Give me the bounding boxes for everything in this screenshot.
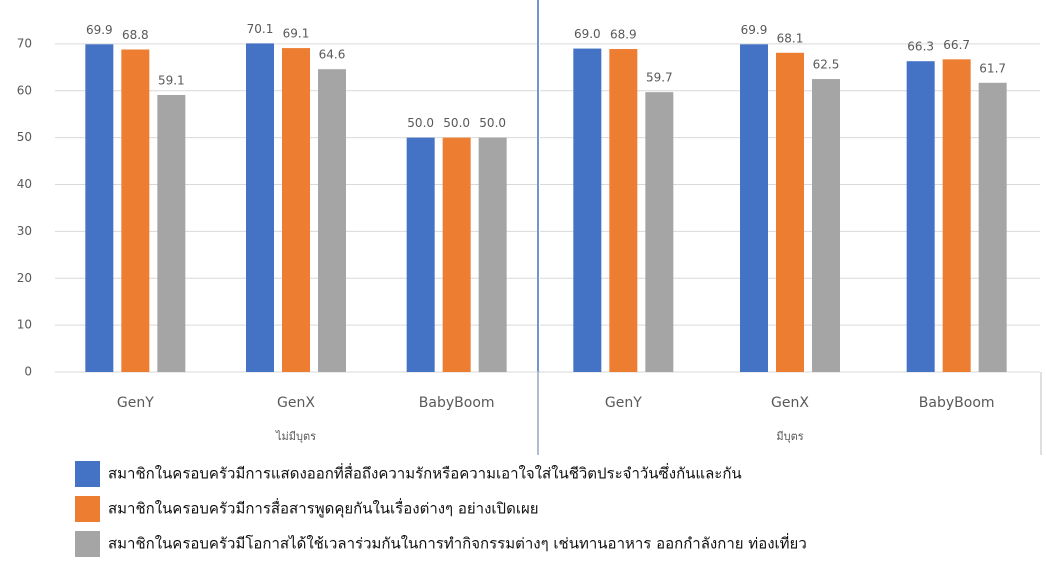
data-label: 50.0	[407, 116, 434, 130]
data-label: 59.7	[646, 71, 673, 85]
data-label: 68.9	[610, 28, 637, 42]
bar	[942, 59, 971, 372]
y-tick-label: 50	[17, 130, 32, 144]
data-label: 66.7	[943, 38, 970, 52]
legend-swatch	[75, 531, 100, 557]
bar	[812, 79, 840, 372]
y-tick-label: 70	[17, 36, 32, 50]
y-tick-label: 60	[17, 83, 32, 97]
data-label: 61.7	[979, 61, 1006, 75]
y-tick-label: 30	[17, 224, 32, 238]
bar	[282, 48, 310, 372]
data-label: 62.5	[813, 58, 840, 72]
x-tick-label: BabyBoom	[419, 395, 495, 411]
group-label: มีบุตร	[776, 430, 803, 443]
group-label: ไม่มีบุตร	[275, 430, 316, 443]
x-tick-label: GenX	[277, 395, 315, 411]
y-tick-label: 10	[17, 318, 32, 332]
legend-swatch	[75, 461, 100, 487]
data-label: 59.1	[158, 73, 185, 87]
y-tick-label: 0	[24, 365, 32, 379]
data-label: 64.6	[319, 48, 346, 62]
bar	[246, 43, 274, 372]
bar	[478, 137, 507, 372]
data-label: 50.0	[479, 116, 506, 130]
legend-swatch	[75, 496, 100, 522]
bar	[442, 137, 471, 372]
data-label: 69.9	[741, 23, 768, 37]
bar	[645, 92, 674, 372]
bar	[906, 61, 935, 372]
y-tick-label: 20	[17, 271, 32, 285]
bar	[609, 49, 638, 372]
data-label: 69.9	[86, 23, 113, 37]
legend-label: สมาชิกในครอบครัวมีโอกาสได้ใช้เวลาร่วมกัน…	[108, 533, 807, 553]
bar	[978, 82, 1007, 372]
x-tick-label: GenY	[117, 395, 154, 411]
x-tick-label: BabyBoom	[919, 395, 995, 411]
data-label: 69.0	[574, 27, 601, 41]
data-label: 70.1	[247, 22, 274, 36]
bar	[406, 137, 435, 372]
bar	[121, 49, 150, 372]
data-label: 69.1	[283, 27, 310, 41]
data-label: 68.1	[777, 31, 804, 45]
y-tick-label: 40	[17, 177, 32, 191]
bar	[318, 69, 346, 372]
bar	[85, 44, 114, 372]
bar	[776, 52, 804, 372]
data-label: 66.3	[907, 40, 934, 54]
data-label: 68.8	[122, 28, 149, 42]
data-label: 50.0	[443, 116, 470, 130]
bar	[573, 48, 602, 372]
bar	[157, 94, 186, 372]
x-tick-label: GenX	[771, 395, 809, 411]
x-tick-label: GenY	[605, 395, 642, 411]
bar	[740, 44, 768, 372]
legend-label: สมาชิกในครอบครัวมีการแสดงออกที่สื่อถึงคว…	[108, 463, 742, 483]
legend-label: สมาชิกในครอบครัวมีการสื่อสารพูดคุยกันในเ…	[108, 498, 539, 519]
